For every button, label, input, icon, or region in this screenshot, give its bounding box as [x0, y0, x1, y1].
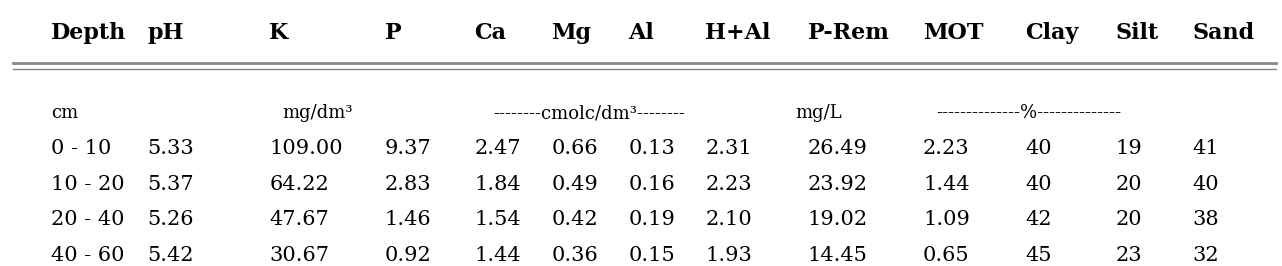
Text: pH: pH: [147, 22, 183, 44]
Text: 0.36: 0.36: [551, 246, 597, 265]
Text: 23: 23: [1115, 246, 1142, 265]
Text: 40 - 60: 40 - 60: [51, 246, 124, 265]
Text: 14.45: 14.45: [808, 246, 868, 265]
Text: 42: 42: [1026, 210, 1053, 229]
Text: 40: 40: [1192, 175, 1219, 194]
Text: P-Rem: P-Rem: [808, 22, 888, 44]
Text: 5.37: 5.37: [147, 175, 194, 194]
Text: 40: 40: [1026, 139, 1053, 159]
Text: 0.42: 0.42: [551, 210, 597, 229]
Text: 20: 20: [1115, 175, 1142, 194]
Text: 2.23: 2.23: [705, 175, 751, 194]
Text: 9.37: 9.37: [385, 139, 431, 159]
Text: 2.47: 2.47: [474, 139, 520, 159]
Text: mg/L: mg/L: [795, 104, 841, 122]
Text: 20: 20: [1115, 210, 1142, 229]
Text: Silt: Silt: [1115, 22, 1159, 44]
Text: 23.92: 23.92: [808, 175, 868, 194]
Text: 1.54: 1.54: [474, 210, 520, 229]
Text: 0.65: 0.65: [923, 246, 969, 265]
Text: 2.23: 2.23: [923, 139, 969, 159]
Text: Mg: Mg: [551, 22, 591, 44]
Text: 1.44: 1.44: [923, 175, 969, 194]
Text: P: P: [385, 22, 401, 44]
Text: 1.93: 1.93: [705, 246, 753, 265]
Text: 1.84: 1.84: [474, 175, 520, 194]
Text: 0.19: 0.19: [628, 210, 676, 229]
Text: 1.46: 1.46: [385, 210, 431, 229]
Text: 47.67: 47.67: [269, 210, 329, 229]
Text: cm: cm: [51, 104, 78, 122]
Text: 38: 38: [1192, 210, 1219, 229]
Text: 5.33: 5.33: [147, 139, 194, 159]
Text: 19: 19: [1115, 139, 1142, 159]
Text: Clay: Clay: [1026, 22, 1079, 44]
Text: 109.00: 109.00: [269, 139, 342, 159]
Text: Ca: Ca: [474, 22, 506, 44]
Text: 0.13: 0.13: [628, 139, 676, 159]
Text: H+Al: H+Al: [705, 22, 770, 44]
Text: Sand: Sand: [1192, 22, 1254, 44]
Text: K: K: [269, 22, 288, 44]
Text: 26.49: 26.49: [808, 139, 868, 159]
Text: --------cmolc/dm³--------: --------cmolc/dm³--------: [494, 104, 686, 122]
Text: mg/dm³: mg/dm³: [282, 104, 353, 122]
Text: 1.44: 1.44: [474, 246, 520, 265]
Text: 1.09: 1.09: [923, 210, 970, 229]
Text: 2.31: 2.31: [705, 139, 751, 159]
Text: 5.26: 5.26: [147, 210, 194, 229]
Text: 41: 41: [1192, 139, 1219, 159]
Text: 0.66: 0.66: [551, 139, 597, 159]
Text: 20 - 40: 20 - 40: [51, 210, 124, 229]
Text: 0.92: 0.92: [385, 246, 431, 265]
Text: 0 - 10: 0 - 10: [51, 139, 112, 159]
Text: 5.42: 5.42: [147, 246, 194, 265]
Text: 2.83: 2.83: [385, 175, 431, 194]
Text: 40: 40: [1026, 175, 1053, 194]
Text: 30.67: 30.67: [269, 246, 329, 265]
Text: 2.10: 2.10: [705, 210, 751, 229]
Text: MOT: MOT: [923, 22, 983, 44]
Text: 45: 45: [1026, 246, 1053, 265]
Text: 0.16: 0.16: [628, 175, 674, 194]
Text: Al: Al: [628, 22, 654, 44]
Text: 0.15: 0.15: [628, 246, 674, 265]
Text: --------------%--------------: --------------%--------------: [936, 104, 1120, 122]
Text: 0.49: 0.49: [551, 175, 597, 194]
Text: Depth: Depth: [51, 22, 127, 44]
Text: 64.22: 64.22: [269, 175, 329, 194]
Text: 19.02: 19.02: [808, 210, 868, 229]
Text: 32: 32: [1192, 246, 1219, 265]
Text: 10 - 20: 10 - 20: [51, 175, 124, 194]
